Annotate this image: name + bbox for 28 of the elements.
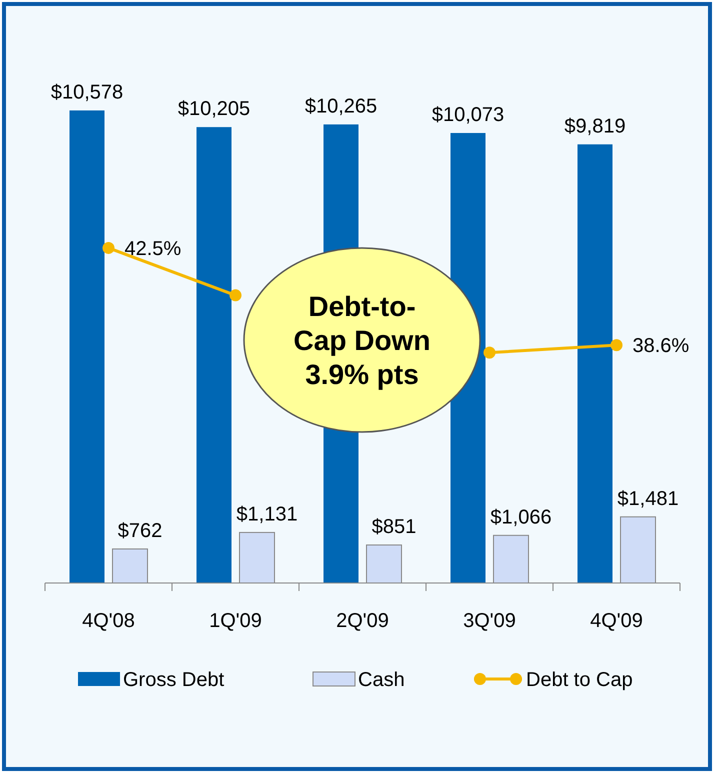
data-label: $1,481 [617, 488, 679, 510]
legend-label: Debt to Cap [526, 669, 633, 691]
data-label: $1,131 [236, 503, 298, 526]
legend-label: Cash [358, 669, 405, 691]
x-tick-label: 3Q'09 [463, 610, 516, 632]
point [102, 242, 114, 254]
data-label: $10,205 [178, 98, 250, 120]
data-label: $10,265 [304, 95, 378, 118]
x-tick-label: 4Q'09 [590, 610, 643, 632]
x-tick-label: 1Q'09 [209, 610, 262, 632]
x-tick-label: 4Q'08 [82, 610, 135, 632]
point [610, 339, 622, 352]
point [484, 346, 496, 359]
bar [196, 127, 232, 583]
bar [70, 110, 104, 583]
data-label: 42.5% [124, 238, 182, 260]
bar [578, 144, 612, 583]
x-tick-label: 2Q'09 [336, 610, 389, 632]
data-label: 38.6% [632, 335, 690, 358]
point [230, 289, 242, 302]
data-label: $10,578 [50, 81, 124, 104]
data-label: $851 [372, 516, 416, 538]
data-label: $1,066 [490, 506, 552, 528]
data-label: $10,073 [432, 104, 504, 126]
legend-label: Gross Debt [123, 669, 225, 691]
data-label: $762 [118, 520, 162, 542]
annotation: Debt-to-Cap Down 3.9% pts [294, 291, 430, 390]
data-label: $9,819 [564, 115, 626, 138]
